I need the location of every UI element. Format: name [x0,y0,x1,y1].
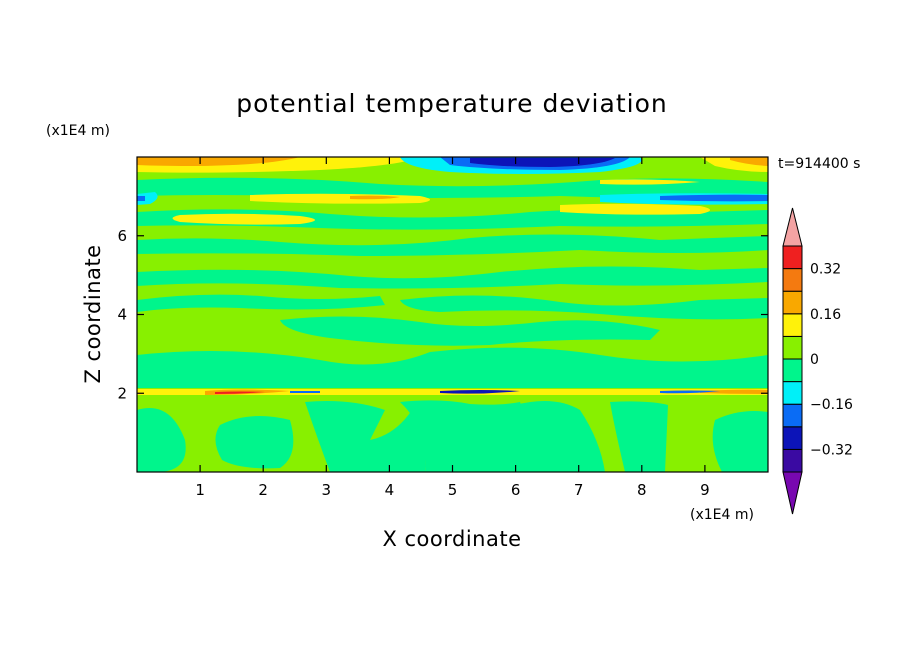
x-tick-label: 2 [258,481,268,499]
colorbar-label: 0.16 [810,307,841,323]
contour-region [730,157,768,166]
contour-region [215,416,294,469]
colorbar-band [782,403,803,428]
contour-region [440,390,520,394]
contour-region [400,400,540,472]
x-tick-label: 9 [700,481,710,499]
contour-region [400,295,768,320]
contour-region [172,213,315,225]
colorbar-under-triangle [782,471,803,515]
x-axis: 1 2 3 4 5 6 7 8 9 [195,157,710,499]
colorbar-label: −0.16 [810,397,853,413]
y-axis-title: Z coordinate [81,244,105,383]
contour-region [137,294,385,312]
colorbar-band [782,426,803,450]
contour-region [280,316,660,346]
time-label: t=914400 s [778,156,860,172]
x-tick-label: 3 [322,481,332,499]
contour-region [600,179,700,185]
y-tick-label: 6 [117,227,127,245]
contour-region [515,401,605,472]
colorbar-band [782,245,803,270]
y-axis: 2 4 6 [117,227,768,402]
contour-region [137,157,300,166]
contour-region [610,401,668,472]
chart-title: potential temperature deviation [236,89,667,118]
contour-region [137,408,186,472]
contour-region [660,390,720,394]
colorbar-band [782,335,803,360]
colorbar-band [782,268,803,292]
contour-region [137,419,152,462]
contour-field [137,157,768,472]
colorbar-band [782,290,803,315]
x-axis-title: X coordinate [382,527,521,551]
colorbar-label: 0 [810,352,819,368]
colorbar-over-triangle [782,207,803,247]
contour-region [700,389,768,394]
contour-region [305,401,427,472]
x-tick-label: 1 [195,481,205,499]
y-tick-label: 2 [117,384,127,402]
colorbar-band [782,313,803,337]
contour-region [660,194,768,202]
contour-region [137,196,145,201]
x-tick-label: 4 [385,481,395,499]
colorbar-label: 0.32 [810,262,841,278]
y-tick-label: 4 [117,306,127,324]
x-tick-label: 6 [511,481,521,499]
colorbar: 0.32 0.16 0 −0.16 −0.32 [782,207,853,515]
colorbar-band [782,358,803,383]
contour-region [137,234,768,256]
contour-region [712,411,768,472]
colorbar-band [782,381,803,405]
y-axis-unit: (x1E4 m) [46,123,110,139]
contour-region [215,391,265,394]
colorbar-label: −0.32 [810,442,853,458]
x-axis-unit: (x1E4 m) [690,507,754,523]
contour-region [350,195,400,200]
contour-region [290,391,320,393]
x-tick-label: 5 [448,481,458,499]
x-tick-label: 8 [637,481,647,499]
contour-region [560,203,710,215]
contour-region [137,192,158,205]
colorbar-band [782,448,803,473]
x-tick-label: 7 [574,481,584,499]
contour-region [137,347,768,388]
contour-region [137,266,768,289]
